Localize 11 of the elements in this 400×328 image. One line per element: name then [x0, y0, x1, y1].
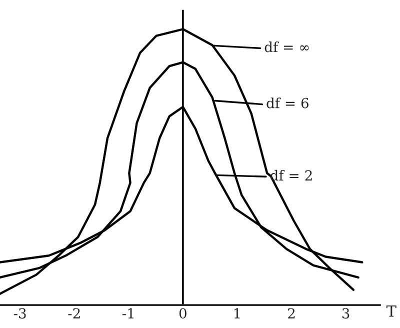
- x-tick-label: -2: [68, 308, 80, 318]
- x-tick-label: -3: [14, 308, 26, 319]
- annotation: df = 6: [266, 98, 308, 108]
- annotation: df = ∞: [264, 41, 309, 52]
- x-axis-title: T: [386, 306, 396, 317]
- x-tick-label: 0: [179, 308, 186, 319]
- annotation: df = 2: [270, 170, 312, 181]
- x-tick-label: 1: [234, 308, 240, 318]
- x-tick-label: 3: [342, 308, 350, 319]
- x-tick-label: -1: [122, 308, 134, 318]
- x-tick-label: 2: [288, 308, 295, 318]
